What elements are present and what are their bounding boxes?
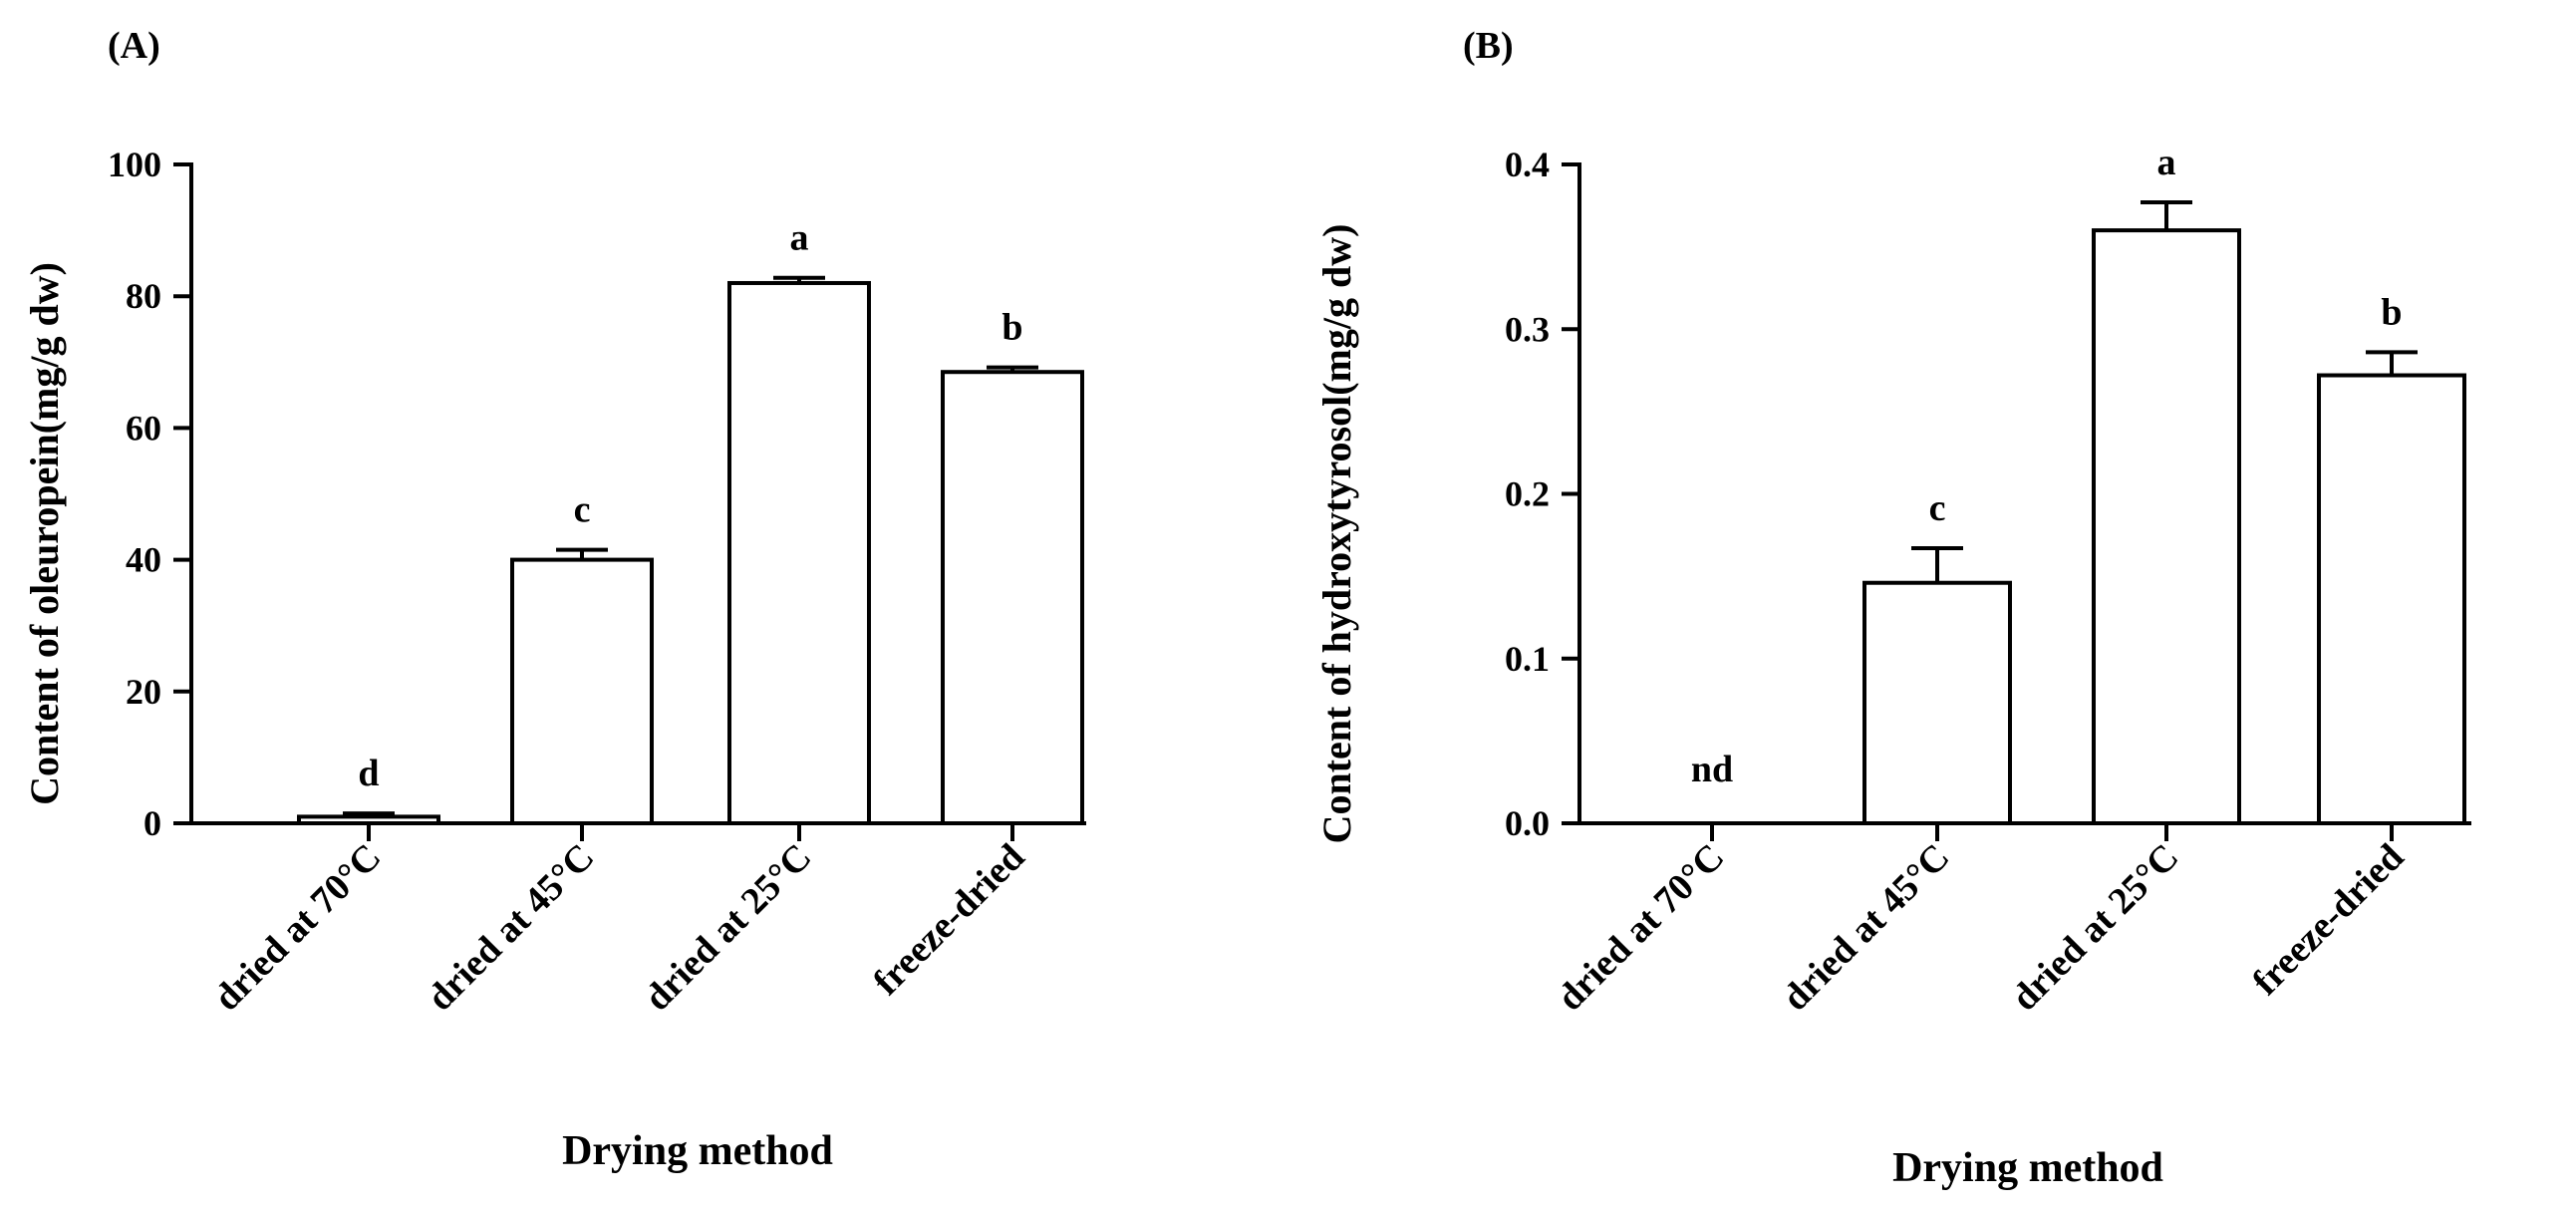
chart0-bar [510,557,654,825]
chart0-y-tick-label: 40 [126,540,161,580]
chart0-y-tick-label: 80 [126,276,161,316]
chart0-significance-letter: c [574,489,591,531]
chart0-bar [297,814,440,826]
chart0-bar [727,280,871,826]
chart1-y-tick-label: 0.2 [1505,474,1550,514]
chart0-category-label: dried at 70°C [206,836,390,1020]
chart0-significance-letter: a [790,217,809,259]
chart0-x-axis-title: Drying method [562,1128,833,1174]
chart1-category-label: dried at 45°C [1775,836,1958,1020]
chart1-y-tick-label: 0.1 [1505,639,1550,679]
chart1-x-axis-title: Drying method [1892,1145,2163,1191]
chart1-bar [1862,580,2012,825]
chart0-y-tick-label: 100 [108,145,161,184]
chart1-significance-letter: nd [1691,749,1733,790]
chart0-y-tick-label: 60 [126,408,161,448]
chart0-bar [941,370,1084,825]
chart0-significance-letter: b [1002,307,1022,349]
chart1-significance-letter: b [2381,291,2402,333]
chart0-category-label: dried at 25°C [637,836,820,1020]
chart0-panel-label: (A) [108,25,160,67]
chart0-y-tick-label: 20 [126,672,161,712]
panel-b-hydroxytyrosol-chart: (B) 0.0 0.1 0.2 0.3 0.4 nd dried at 70°C c dried … [1314,25,2471,1191]
chart0-y-axis-title: Content of oleuropein(mg/g dw) [22,262,67,805]
chart1-significance-letter: c [1929,487,1946,529]
chart1-y-axis-title: Content of hydroxytyrosol(mg/g dw) [1314,224,1359,844]
chart1-category-label: dried at 70°C [1550,836,1733,1020]
chart0-y-tick-label: 0 [143,803,161,843]
chart1-category-label: dried at 25°C [2004,836,2187,1020]
chart1-bar [2317,373,2466,825]
chart0-category-label: freeze-dried [865,836,1032,1004]
panel-a-oleuropein-chart: (A) 0 20 40 60 80 100 d dried at 70°C c dried at 4… [22,25,1086,1174]
chart1-y-tick-label: 0.3 [1505,309,1550,349]
chart0-category-label: dried at 45°C [420,836,603,1020]
chart1-bar [2092,228,2241,826]
chart1-y-tick-label: 0.4 [1505,145,1550,184]
chart0-significance-letter: d [358,753,379,794]
chart1-panel-label: (B) [1463,25,1514,67]
chart1-significance-letter: a [2157,142,2176,183]
chart1-category-label: freeze-dried [2244,836,2412,1004]
chart1-y-tick-label: 0.0 [1505,803,1550,843]
